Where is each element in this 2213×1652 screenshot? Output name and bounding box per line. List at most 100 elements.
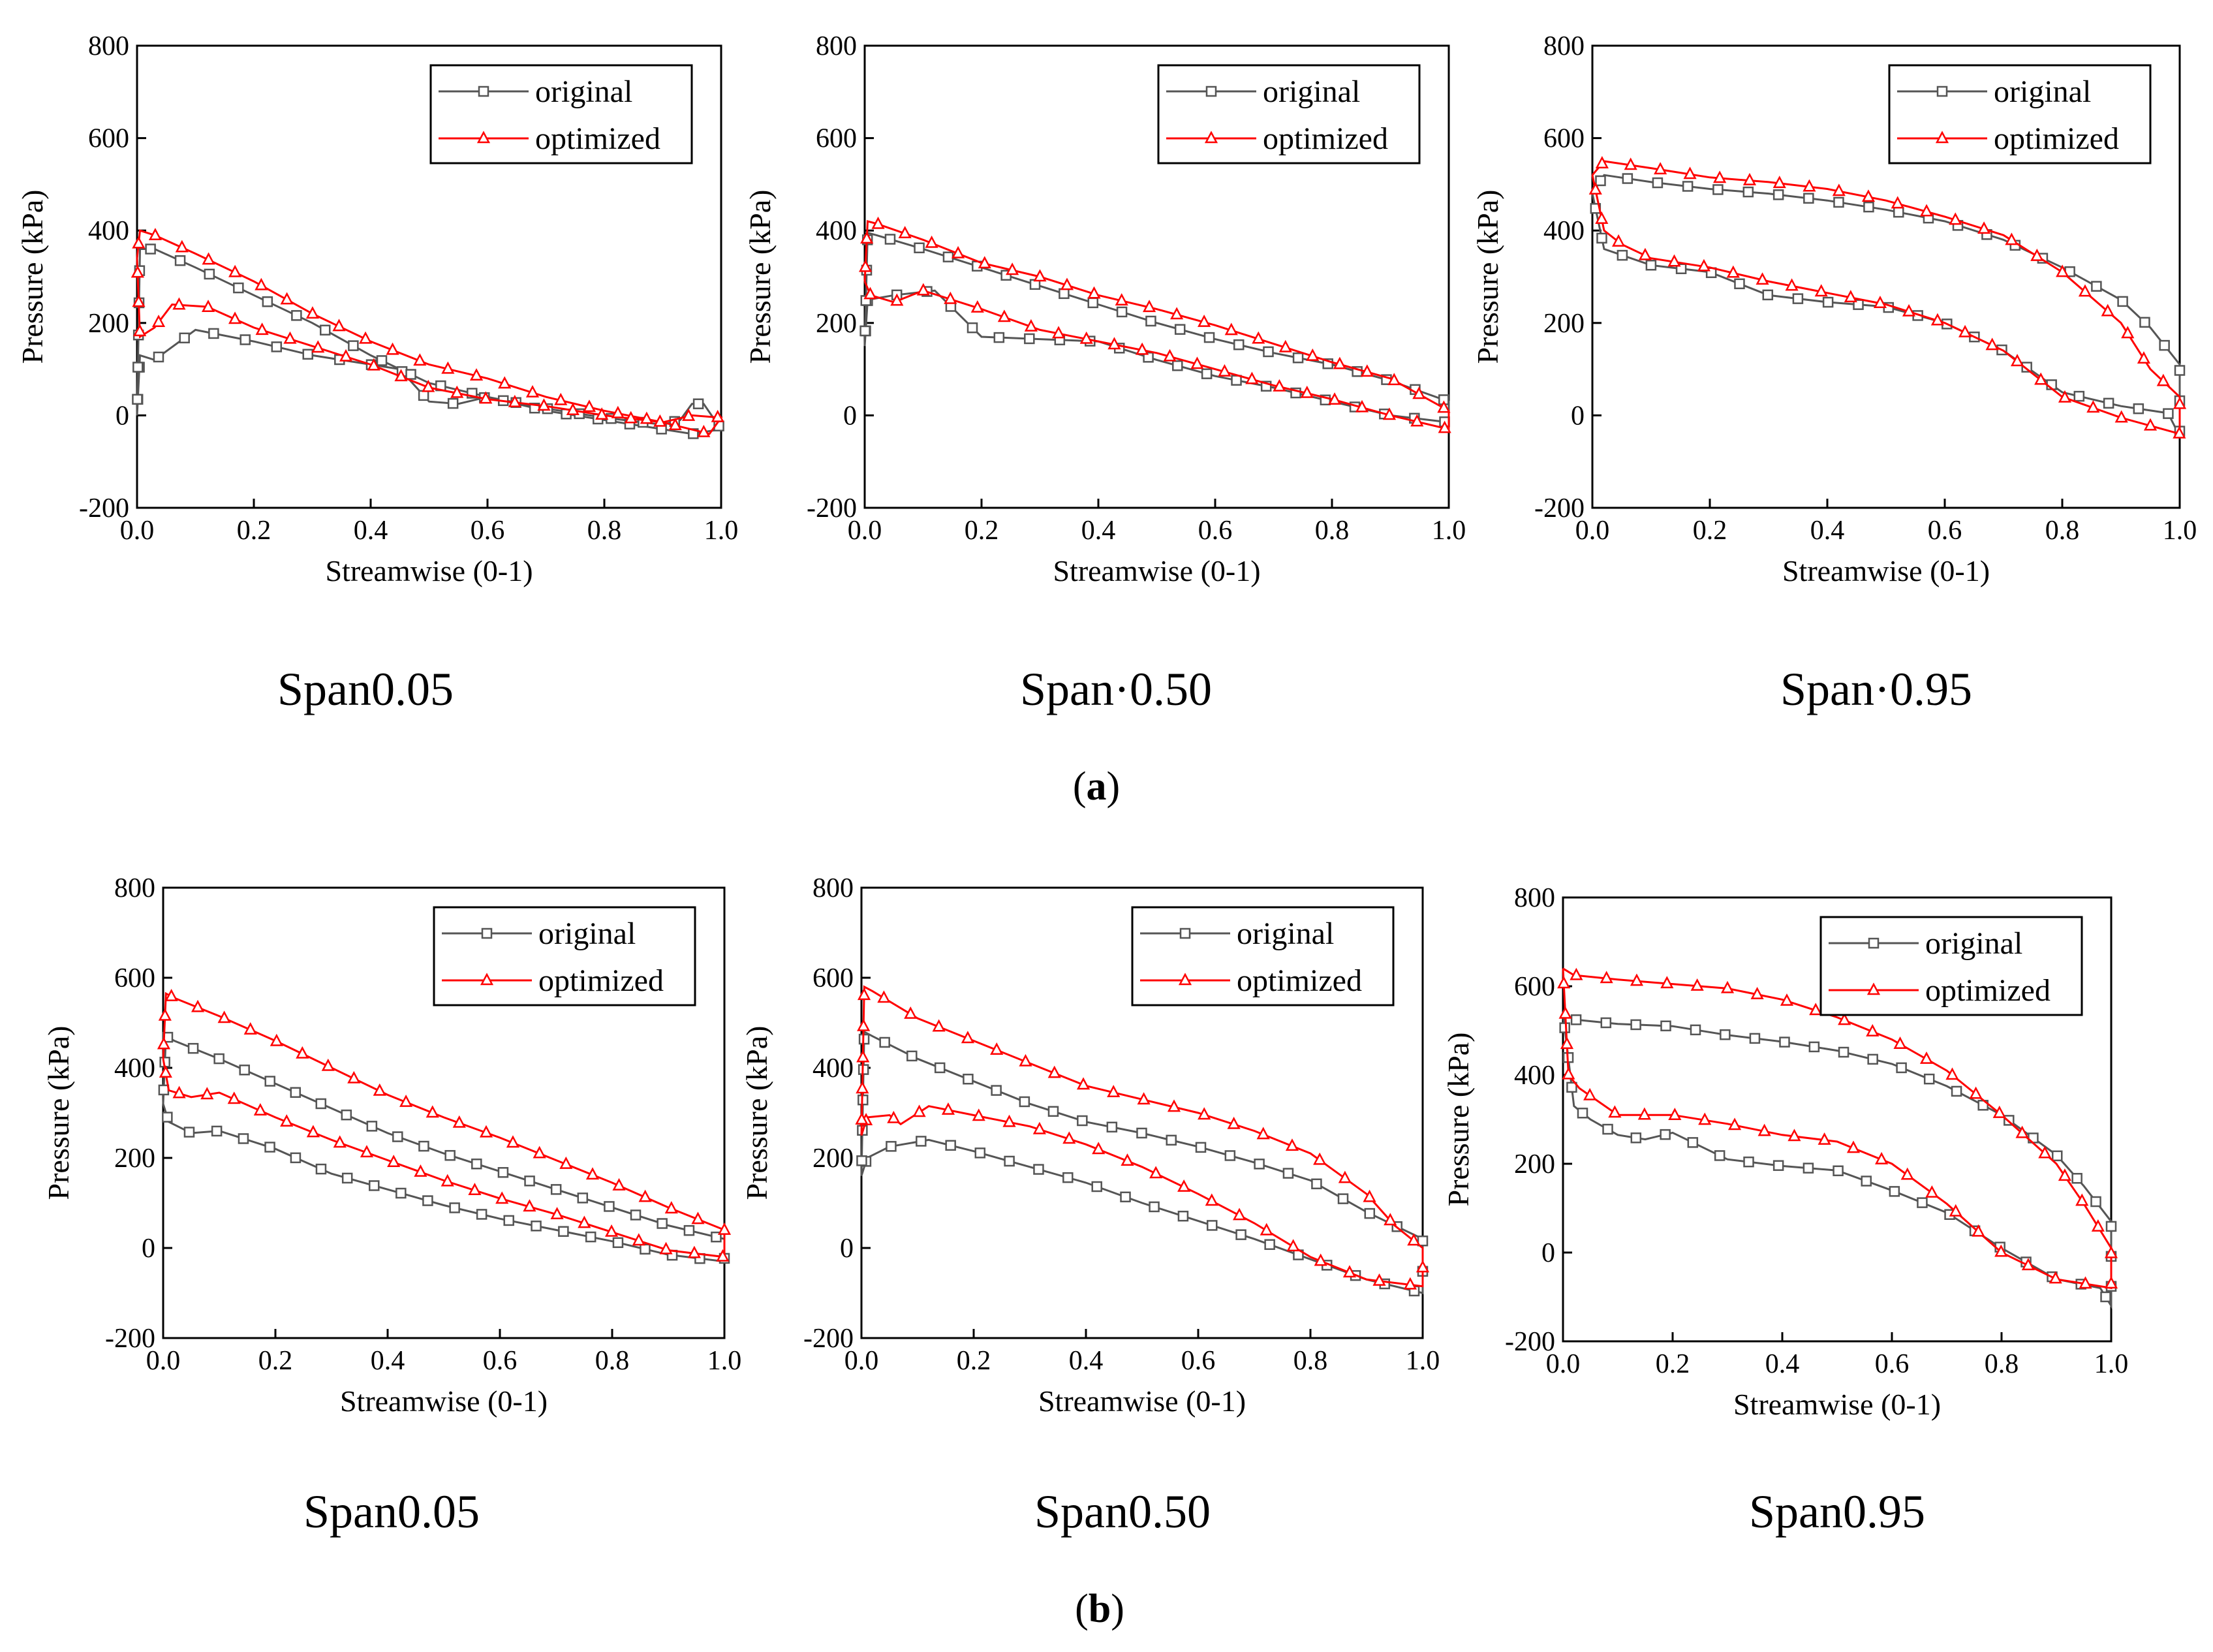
- series-line-optimized: [1591, 160, 2181, 435]
- marker-optimized: [1355, 399, 1369, 413]
- marker-optimized: [1136, 342, 1149, 355]
- marker-optimized: [2101, 304, 2114, 317]
- marker-optimized: [202, 252, 215, 265]
- marker-original: [132, 362, 144, 373]
- marker-original: [657, 1218, 668, 1229]
- marker-original: [422, 1195, 433, 1206]
- marker-original: [524, 1176, 535, 1187]
- y-tick-label: 800: [88, 31, 129, 61]
- marker-optimized: [961, 1031, 974, 1044]
- marker-original: [376, 355, 388, 366]
- marker-optimized: [1107, 337, 1121, 350]
- x-tick-label: 0.6: [1875, 1349, 1910, 1379]
- marker-optimized: [944, 291, 957, 304]
- marker-original: [1174, 324, 1186, 335]
- marker-original: [604, 1201, 615, 1212]
- marker-optimized: [1306, 348, 1320, 361]
- legend-marker-optimized: [1204, 131, 1218, 144]
- marker-optimized: [414, 1164, 427, 1177]
- marker-optimized: [871, 216, 885, 229]
- marker-optimized: [296, 1046, 309, 1059]
- marker-optimized: [1338, 1170, 1352, 1183]
- series-line-original: [860, 1030, 1424, 1294]
- marker-optimized: [1342, 1265, 1357, 1278]
- marker-optimized: [550, 1207, 564, 1220]
- marker-original: [1282, 1168, 1294, 1179]
- marker-optimized: [1985, 337, 1999, 351]
- marker-original: [1833, 1165, 1844, 1177]
- marker-original: [1254, 1159, 1265, 1170]
- marker-original: [1292, 352, 1304, 364]
- marker-original: [208, 328, 219, 339]
- marker-optimized: [1920, 204, 1934, 217]
- legend-marker-optimized: [480, 973, 494, 986]
- marker-original: [531, 1221, 542, 1232]
- marker-optimized: [1407, 1233, 1421, 1246]
- marker-optimized: [1363, 1189, 1376, 1202]
- marker-optimized: [1170, 307, 1184, 320]
- marker-original: [945, 1140, 956, 1151]
- marker-optimized: [898, 226, 912, 238]
- marker-optimized: [1949, 1204, 1962, 1217]
- marker-optimized: [1726, 265, 1740, 278]
- marker-optimized: [1638, 247, 1652, 260]
- marker-optimized: [2058, 1168, 2072, 1181]
- marker-optimized: [1047, 1065, 1061, 1078]
- marker-optimized: [1557, 976, 1571, 989]
- marker-optimized: [2034, 372, 2048, 385]
- legend-label-optimized: optimized: [1994, 121, 2119, 156]
- marker-optimized: [1972, 1224, 1985, 1237]
- marker-optimized: [217, 1010, 231, 1023]
- marker-original: [1047, 1106, 1059, 1117]
- marker-optimized: [668, 418, 682, 431]
- marker-original: [1743, 1156, 1754, 1168]
- marker-optimized: [1232, 1208, 1246, 1221]
- marker-original: [2139, 317, 2150, 328]
- marker-optimized: [1256, 1127, 1270, 1140]
- x-tick-label: 0.2: [965, 516, 999, 546]
- row-label-a-close: ): [1106, 764, 1121, 809]
- marker-original: [158, 1084, 170, 1096]
- marker-original: [348, 340, 359, 351]
- x-tick-label: 0.0: [848, 516, 882, 546]
- marker-original: [1838, 1046, 1849, 1058]
- marker-optimized: [1198, 1107, 1211, 1120]
- marker-original: [1600, 1017, 1612, 1029]
- y-tick-label: 200: [88, 309, 129, 339]
- x-tick-label: 0.2: [1656, 1349, 1690, 1379]
- marker-optimized: [640, 411, 653, 424]
- marker-optimized: [1949, 212, 1962, 225]
- marker-optimized: [691, 1211, 705, 1224]
- marker-optimized: [132, 236, 146, 249]
- y-tick-label: 800: [114, 873, 155, 903]
- marker-original: [1772, 189, 1784, 200]
- y-tick-label: 600: [114, 963, 155, 993]
- legend: original optimized: [1888, 64, 2152, 164]
- marker-original: [2073, 390, 2085, 402]
- marker-original: [444, 1149, 456, 1161]
- row-label-b-close: ): [1111, 1587, 1124, 1631]
- marker-original: [1203, 332, 1215, 343]
- marker-optimized: [506, 1135, 520, 1148]
- marker-optimized: [1697, 258, 1711, 272]
- marker-original: [1951, 1085, 1962, 1097]
- y-tick-label: 0: [116, 401, 129, 431]
- marker-original: [1087, 297, 1098, 309]
- marker-original: [1235, 1229, 1246, 1240]
- marker-optimized: [1437, 400, 1451, 413]
- marker-optimized: [925, 235, 938, 248]
- marker-original: [1106, 1121, 1118, 1133]
- marker-optimized: [2030, 248, 2044, 261]
- marker-optimized: [664, 1201, 678, 1214]
- x-tick-label: 1.0: [1406, 1346, 1440, 1376]
- legend-marker-optimized: [1178, 973, 1192, 986]
- marker-original: [1923, 1073, 1935, 1085]
- marker-original: [916, 1136, 927, 1147]
- marker-optimized: [1893, 1036, 1907, 1049]
- x-tick-label: 0.6: [471, 516, 505, 546]
- marker-optimized: [887, 1110, 901, 1123]
- marker-optimized: [311, 340, 325, 353]
- marker-optimized: [1667, 254, 1681, 267]
- marker-optimized: [479, 1125, 493, 1138]
- marker-original: [1195, 1142, 1207, 1153]
